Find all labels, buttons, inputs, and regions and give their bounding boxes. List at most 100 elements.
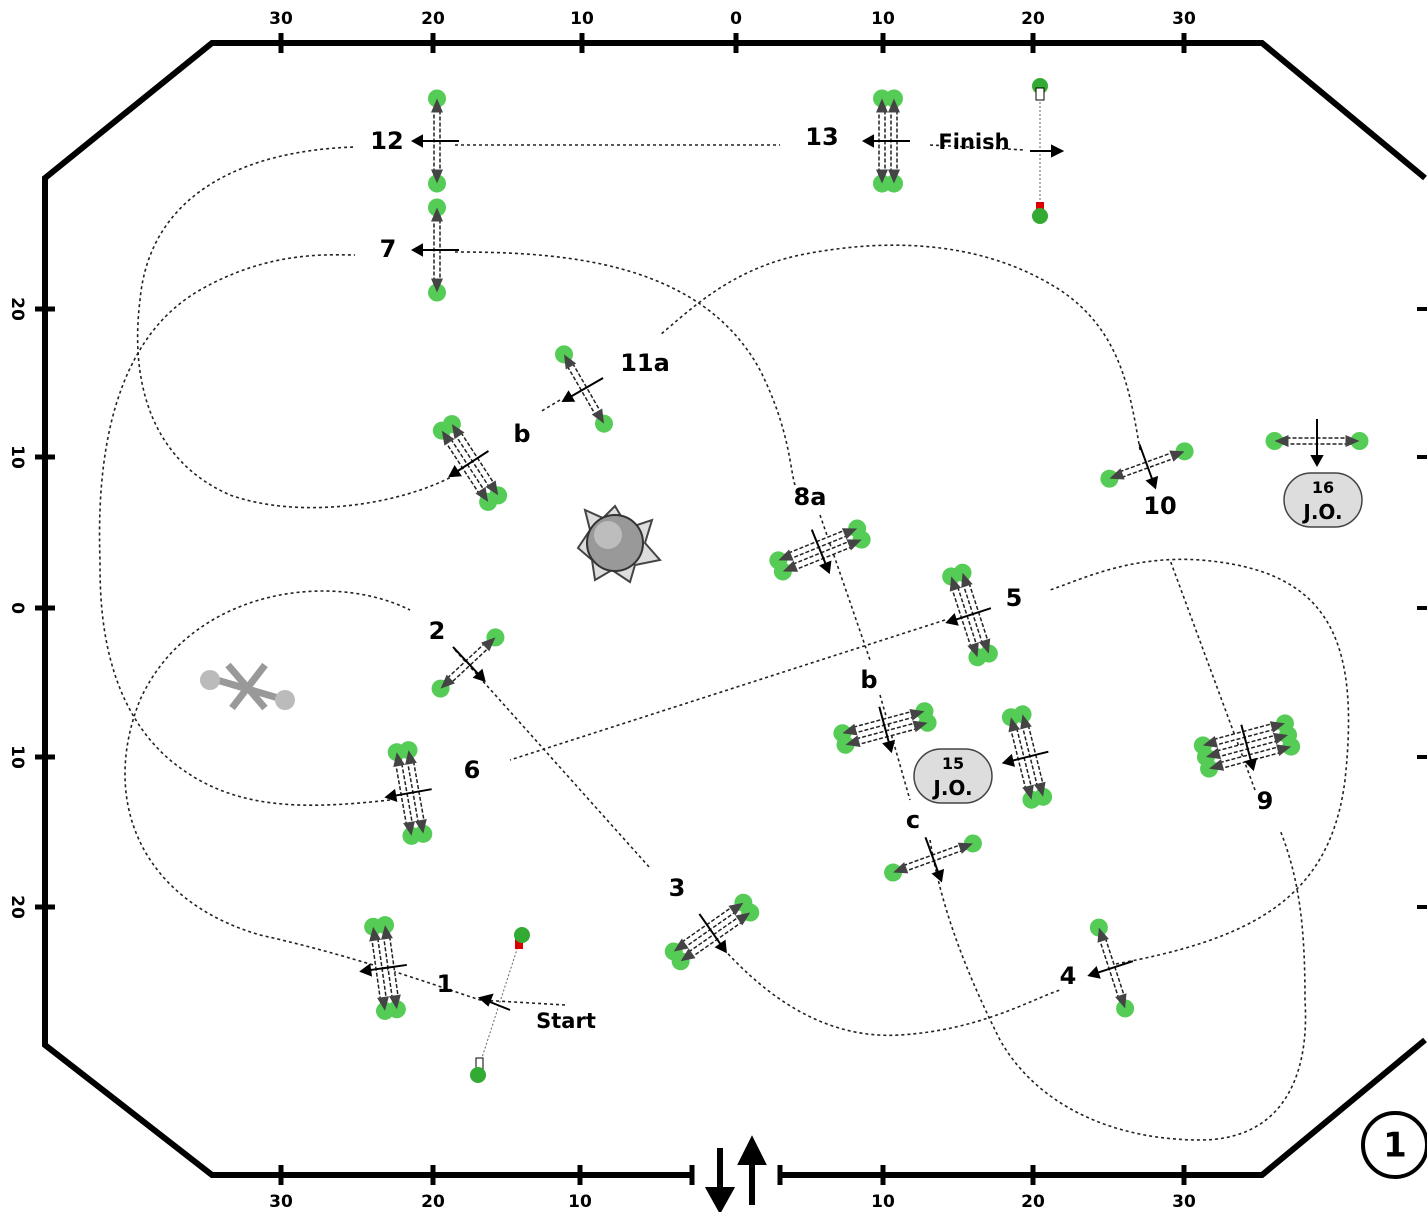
direction-arrow	[924, 836, 945, 883]
wing	[961, 572, 973, 588]
fence	[861, 89, 910, 193]
obstacle-label: Start	[536, 1009, 596, 1033]
wing	[888, 98, 900, 113]
wing	[431, 169, 443, 184]
obstacle-label: 9	[1257, 787, 1274, 815]
removed-fence	[200, 662, 295, 711]
direction-arrow	[1310, 419, 1324, 468]
standard	[1200, 759, 1219, 778]
standard	[402, 826, 421, 845]
obstacle-label: c	[906, 806, 920, 834]
ruler-label: 30	[269, 9, 293, 29]
wing	[431, 98, 443, 113]
direction-arrow	[359, 963, 407, 977]
wing	[876, 169, 888, 184]
wing	[1345, 435, 1360, 447]
wing	[431, 207, 443, 222]
wing	[1109, 468, 1125, 480]
obstacle-label: 12	[370, 127, 403, 155]
wing	[1209, 759, 1225, 771]
direction-arrow	[810, 529, 832, 575]
wing	[564, 354, 577, 370]
fence	[884, 834, 982, 883]
obstacle-label: 6	[464, 756, 481, 784]
direction-arrow	[410, 243, 459, 257]
center-obstacle	[576, 504, 662, 584]
direction-arrow	[410, 134, 459, 148]
obstacle-label: 13	[805, 123, 838, 151]
wing	[673, 938, 689, 952]
wing	[735, 912, 751, 926]
jump-off-badge	[913, 748, 993, 804]
wing	[388, 994, 401, 1010]
standard	[364, 917, 383, 936]
arena-outline	[780, 1037, 1427, 1178]
wing	[1169, 450, 1185, 462]
obstacle-label: b	[513, 420, 530, 448]
wing	[403, 821, 415, 836]
wing	[909, 709, 925, 721]
fence	[1087, 918, 1135, 1018]
obstacle-label: 2	[429, 617, 446, 645]
wing	[876, 98, 888, 113]
wing	[481, 637, 496, 652]
fence	[410, 198, 459, 302]
direction-arrow	[698, 913, 727, 954]
standard	[387, 743, 406, 762]
direction-arrow	[561, 377, 604, 403]
fence	[555, 345, 613, 433]
obstacle-label: 3	[669, 874, 686, 902]
wing	[845, 735, 861, 747]
finish-line	[1030, 78, 1065, 224]
direction-arrow	[452, 646, 486, 683]
wing	[782, 560, 799, 572]
obstacle-label: 8a	[794, 483, 827, 511]
direction-arrow	[448, 450, 489, 478]
gate-arrow	[704, 1148, 736, 1212]
wing	[451, 424, 465, 440]
standard	[1116, 999, 1135, 1018]
wing	[841, 528, 858, 540]
page-number: 1	[1383, 1126, 1407, 1166]
jump-off-number: 16	[1312, 478, 1334, 497]
wing	[475, 486, 489, 502]
fence	[769, 519, 871, 581]
wing	[1020, 714, 1032, 730]
standard	[942, 567, 961, 586]
fence	[410, 89, 459, 193]
wing	[1274, 435, 1289, 447]
wing	[949, 576, 962, 592]
wing	[405, 750, 417, 765]
fence	[664, 893, 760, 971]
fence	[1001, 705, 1053, 809]
direction-arrow	[861, 134, 910, 148]
ruler-label: 10	[871, 1192, 895, 1212]
gate-arrow	[737, 1135, 767, 1205]
start-line	[470, 927, 530, 1083]
wing	[1276, 744, 1292, 757]
wing	[1272, 732, 1289, 745]
wing	[1008, 717, 1021, 733]
ruler-label: 20	[7, 895, 27, 919]
fence	[1193, 714, 1301, 778]
ruler-label: 10	[7, 745, 27, 769]
fence	[431, 628, 505, 698]
obstacle-label: 5	[1006, 584, 1023, 612]
page-badge	[1361, 1111, 1427, 1179]
wing	[893, 862, 909, 874]
ruler-label: 20	[421, 9, 445, 29]
jump-off-text: J.O.	[931, 776, 972, 800]
wing	[1205, 747, 1222, 760]
standard	[963, 834, 982, 853]
standard	[1100, 469, 1119, 488]
standard	[375, 1001, 394, 1020]
wing	[1269, 721, 1285, 733]
obstacle-label: 4	[1060, 962, 1077, 990]
jump-off-text: J.O.	[1301, 500, 1342, 524]
wing	[888, 169, 900, 184]
obstacle-label: 7	[380, 235, 397, 263]
wing	[967, 642, 979, 658]
wing	[912, 720, 928, 733]
course-line	[98, 244, 1307, 1141]
